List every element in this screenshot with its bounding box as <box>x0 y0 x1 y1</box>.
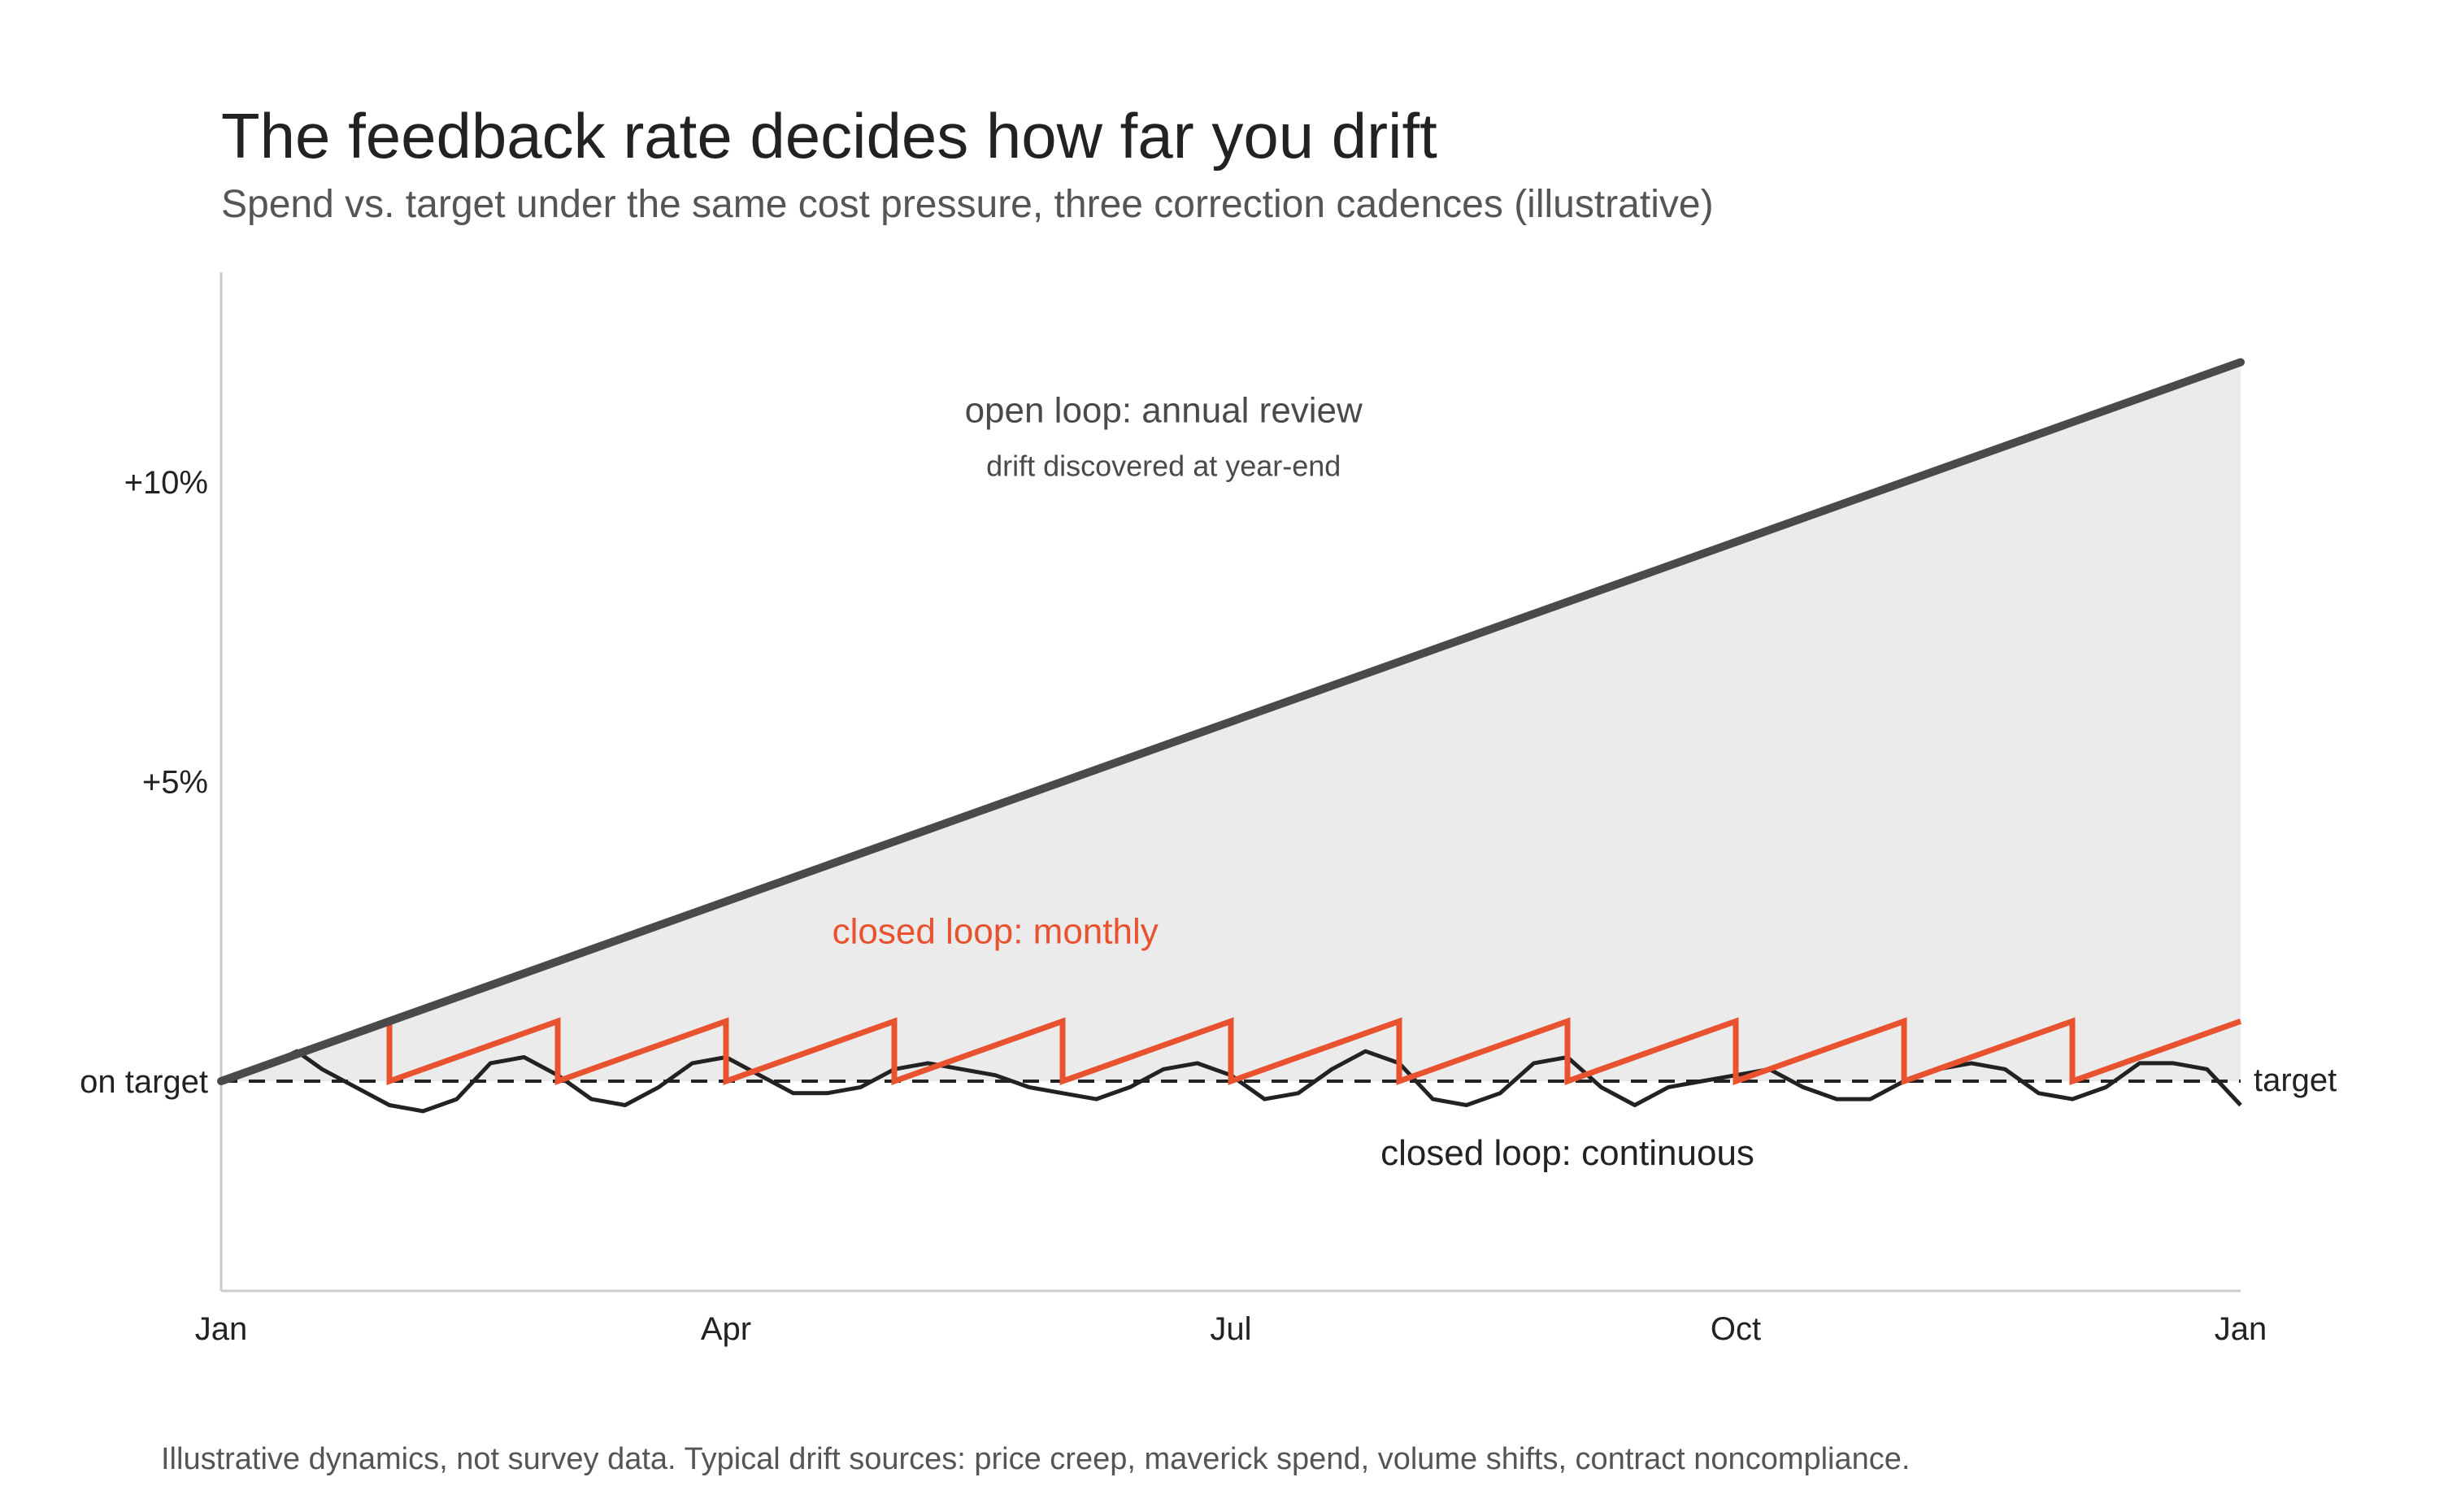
continuous-loop-label: closed loop: continuous <box>1380 1133 1754 1173</box>
target-label: target <box>2254 1062 2337 1098</box>
open-loop-note: drift discovered at year-end <box>986 450 1341 483</box>
x-tick-label: Jul <box>1210 1311 1251 1347</box>
monthly-loop-label: closed loop: monthly <box>833 912 1159 952</box>
open-loop-label: open loop: annual review <box>965 390 1363 430</box>
y-tick-label: +5% <box>142 765 208 801</box>
x-tick-label: Oct <box>1711 1311 1761 1347</box>
open-loop-line <box>217 358 2245 1085</box>
x-tick-label: Apr <box>701 1311 751 1347</box>
monthly-loop-line <box>220 1017 2242 1085</box>
x-tick-label: Jan <box>195 1311 248 1347</box>
chart-title: The feedback rate decides how far you dr… <box>221 100 1437 172</box>
y-tick-label: +10% <box>124 465 208 501</box>
x-tick-label: Jan <box>2215 1311 2267 1347</box>
y-tick-label: on target <box>80 1064 208 1100</box>
chart-subtitle: Spend vs. target under the same cost pre… <box>221 183 1714 226</box>
footnote: Illustrative dynamics, not survey data. … <box>161 1442 1911 1476</box>
